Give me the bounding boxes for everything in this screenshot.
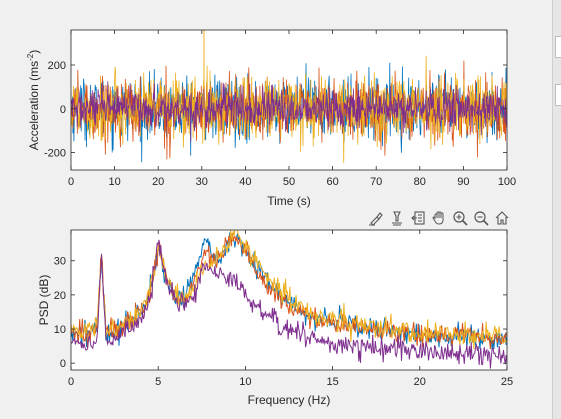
time-series-line-4 [71,81,507,142]
psd-y-ticks: 0 10 20 30 [54,256,507,370]
time-x-tick-label: 90 [457,176,469,188]
data-tips-icon [392,211,402,226]
psd-x-tick-label: 0 [68,376,74,388]
time-x-tick-label: 40 [239,176,251,188]
psd-x-tick-label: 20 [414,376,426,388]
time-x-tick-label: 60 [326,176,338,188]
psd-x-tick-label: 10 [239,376,251,388]
time-x-label: Time (s) [267,194,311,208]
time-y-label-close: ) [27,50,41,54]
psd-y-tick-label: 30 [54,256,66,268]
psd-line-4 [71,239,507,369]
psd-y-tick-label: 20 [54,290,66,302]
zoom-in-icon [453,211,468,226]
axes-toolbar [366,207,512,229]
brush-data-icon [369,212,383,226]
pan-button[interactable] [429,208,449,228]
psd-line-3 [71,230,507,350]
psd-x-tick-label: 15 [326,376,338,388]
zoom-out-button[interactable] [471,208,491,228]
time-x-tick-label: 80 [414,176,426,188]
time-x-tick-label: 30 [196,176,208,188]
time-x-ticks: 0 10 20 30 40 50 60 70 80 90 100 [68,30,516,188]
time-y-ticks: -200 0 200 [44,60,507,160]
psd-y-label: PSD (dB) [37,275,51,326]
home-button[interactable] [492,208,512,228]
psd-axes[interactable]: 0 5 10 15 20 25 0 10 20 30 Frequency (Hz) PSD (d… [37,229,513,407]
psd-y-tick-label: 10 [54,324,66,336]
psd-line-2 [71,233,507,350]
restore-view-button[interactable] [408,208,428,228]
time-x-tick-label: 20 [152,176,164,188]
time-y-label-main: Acceleration (ms [27,61,41,150]
psd-lines [71,230,507,369]
psd-x-tick-label: 5 [155,376,161,388]
psd-x-ticks: 0 5 10 15 20 25 [68,230,513,388]
time-y-label-exponent: -2 [26,53,35,61]
time-y-tick-label: 200 [48,60,66,72]
psd-x-label: Frequency (Hz) [248,393,331,407]
pan-icon [432,211,444,225]
psd-x-tick-label: 25 [501,376,513,388]
time-x-tick-label: 0 [68,176,74,188]
time-series-lines [71,30,507,164]
brush-data-button[interactable] [366,208,386,228]
window-right-edge [552,0,561,419]
edge-handle-lower[interactable] [555,84,561,106]
zoom-out-icon [474,211,489,226]
time-x-tick-label: 100 [498,176,516,188]
home-icon [495,211,509,225]
time-x-tick-label: 50 [283,176,295,188]
zoom-in-button[interactable] [450,208,470,228]
time-series-line-3 [71,55,507,164]
edge-handle-upper[interactable] [555,36,561,58]
psd-y-tick-label: 0 [60,358,66,370]
time-axes[interactable]: 0 10 20 30 40 50 60 70 80 90 100 -200 0 200 Time (s)… [26,29,516,208]
psd-axes-box [70,229,508,371]
time-y-tick-label: -200 [44,148,66,160]
time-y-label: Acceleration (ms-2) [26,50,41,151]
time-y-tick-label: 0 [60,104,66,116]
data-tips-button[interactable] [387,208,407,228]
restore-view-icon [411,211,425,225]
time-x-tick-label: 10 [108,176,120,188]
time-x-tick-label: 70 [370,176,382,188]
